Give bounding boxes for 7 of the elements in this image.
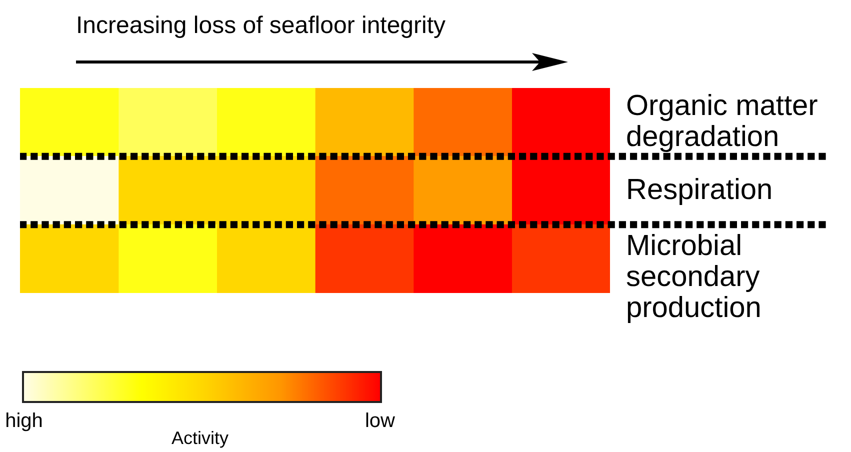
y-tick-label: Microbial secondary production	[626, 230, 762, 324]
color-bar-label: high	[5, 410, 43, 433]
chart-title: Increasing loss of seafloor integrity	[76, 12, 446, 40]
y-tick-label: Organic matter degradation	[626, 90, 819, 154]
y-tick-label: Respiration	[626, 174, 774, 206]
color-bar-title: Activity	[171, 428, 229, 449]
color-bar-label: low	[364, 410, 396, 433]
